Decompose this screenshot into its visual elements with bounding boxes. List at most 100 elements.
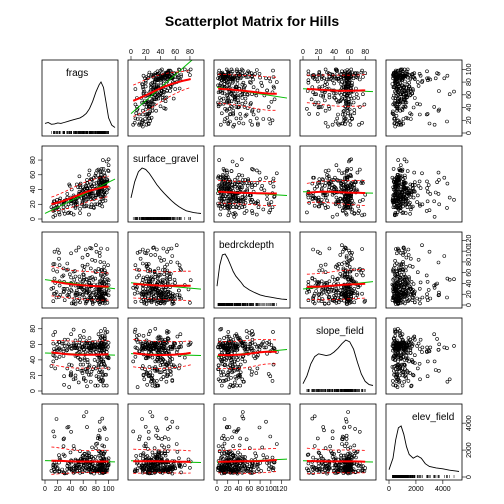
data-point xyxy=(71,341,76,346)
data-point xyxy=(65,366,70,371)
data-point xyxy=(62,374,66,379)
data-point xyxy=(397,293,402,298)
data-point xyxy=(319,201,324,206)
data-point xyxy=(96,332,101,337)
data-point xyxy=(87,363,92,368)
data-point xyxy=(403,105,408,109)
data-point xyxy=(69,198,73,203)
data-point xyxy=(445,181,450,186)
panel-frame xyxy=(213,317,291,395)
density-curve-frags xyxy=(44,81,116,128)
data-point xyxy=(340,209,345,213)
data-point xyxy=(410,190,414,195)
data-point xyxy=(218,212,222,217)
data-point xyxy=(145,274,149,279)
data-point xyxy=(226,122,231,126)
data-point xyxy=(350,117,354,121)
data-point xyxy=(351,291,356,296)
data-point xyxy=(344,93,349,98)
data-point xyxy=(319,279,324,284)
smoother-line xyxy=(218,190,277,195)
data-point xyxy=(432,0,435,2)
data-point xyxy=(305,210,309,215)
data-point xyxy=(403,203,408,207)
data-point xyxy=(93,202,98,207)
data-point xyxy=(405,67,410,72)
data-point xyxy=(148,329,152,333)
data-point xyxy=(95,202,99,207)
data-point xyxy=(408,212,412,216)
data-point xyxy=(54,356,59,361)
data-point xyxy=(345,168,350,173)
data-point xyxy=(329,77,333,81)
data-point xyxy=(61,290,66,294)
data-point xyxy=(393,258,397,263)
data-point xyxy=(69,346,73,351)
data-point xyxy=(257,170,262,175)
data-point xyxy=(106,168,110,173)
data-point xyxy=(65,286,70,291)
data-point xyxy=(417,179,422,184)
data-point xyxy=(231,108,235,113)
data-point xyxy=(329,186,334,190)
data-point xyxy=(346,105,350,109)
data-point xyxy=(173,297,177,301)
data-point xyxy=(264,175,268,180)
data-point xyxy=(342,182,347,187)
data-point xyxy=(310,276,315,280)
data-point xyxy=(350,83,354,88)
data-point xyxy=(69,344,73,348)
data-point xyxy=(322,302,327,306)
data-point xyxy=(235,383,239,388)
data-point xyxy=(402,0,405,2)
data-point xyxy=(392,180,396,184)
data-point xyxy=(265,197,269,201)
data-point xyxy=(244,329,249,333)
data-point xyxy=(87,276,92,280)
data-point xyxy=(103,341,107,346)
data-point xyxy=(402,84,406,89)
panel-content xyxy=(302,243,374,306)
data-point xyxy=(335,277,340,282)
data-point xyxy=(395,0,398,2)
data-point xyxy=(344,254,349,258)
data-point xyxy=(98,299,103,304)
data-point xyxy=(349,157,354,162)
data-point xyxy=(97,370,101,375)
data-point xyxy=(131,122,135,127)
data-point xyxy=(336,122,341,127)
data-point xyxy=(135,251,140,255)
data-point xyxy=(224,67,229,72)
data-point xyxy=(222,345,227,350)
data-point xyxy=(401,92,406,96)
data-point xyxy=(228,205,232,209)
data-point xyxy=(354,71,358,75)
data-point xyxy=(137,333,141,337)
data-point xyxy=(417,202,422,207)
data-point xyxy=(399,119,404,124)
smoother-spread-lower xyxy=(133,86,191,117)
data-point xyxy=(93,258,98,263)
data-point xyxy=(344,79,349,83)
data-point xyxy=(51,268,56,272)
data-point xyxy=(362,212,367,217)
data-point xyxy=(406,247,411,252)
data-point xyxy=(312,301,317,306)
data-point xyxy=(338,197,343,201)
data-point xyxy=(150,383,155,388)
data-point xyxy=(415,193,420,198)
data-point xyxy=(149,100,154,105)
data-point xyxy=(394,100,399,105)
data-point xyxy=(170,293,175,298)
data-point xyxy=(311,247,315,252)
data-point xyxy=(428,192,433,196)
data-point xyxy=(306,80,311,85)
data-point xyxy=(436,72,441,76)
data-point xyxy=(82,196,86,201)
data-point xyxy=(106,288,111,293)
data-point xyxy=(158,301,163,306)
data-point xyxy=(333,202,338,207)
data-point xyxy=(156,355,161,360)
data-point xyxy=(401,268,406,272)
data-point xyxy=(177,86,182,91)
